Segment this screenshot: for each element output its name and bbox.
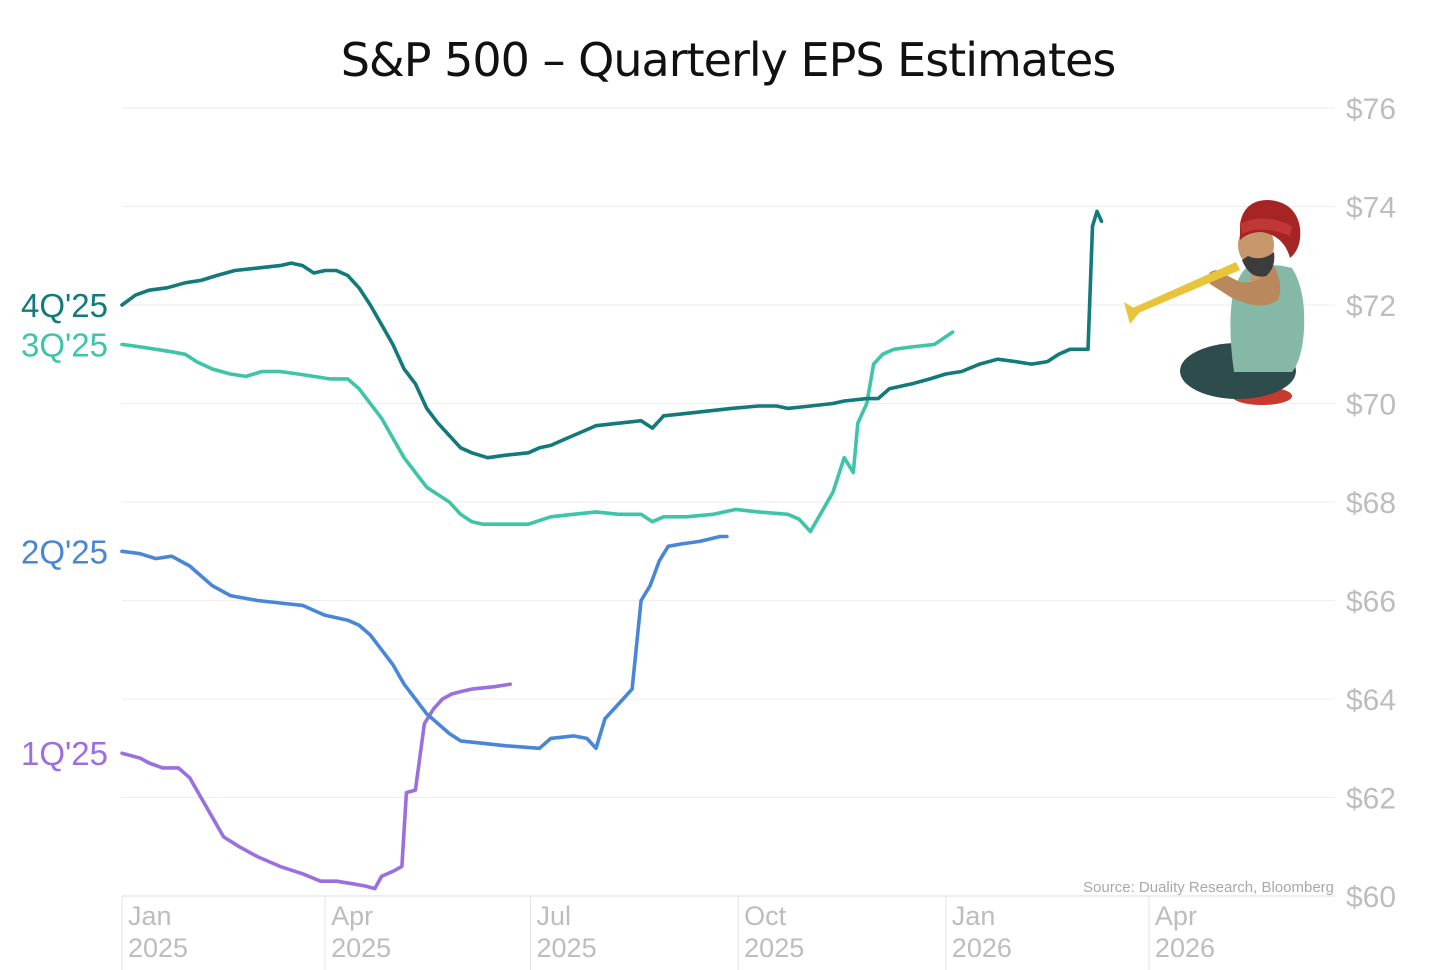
y-tick-label: $64 [1346, 684, 1396, 717]
gridlines [122, 107, 1335, 897]
y-tick-label: $70 [1346, 389, 1396, 422]
series-line-2 [120, 534, 729, 751]
x-axis: Jan2025Apr2025Jul2025Oct2025Jan2026Apr20… [121, 895, 1335, 970]
y-tick-label: $72 [1346, 290, 1396, 323]
x-tick-year: 2025 [537, 933, 597, 963]
flute-player-illustration [1124, 200, 1305, 405]
y-axis: $60 $62 $64 $66 $68 $70 $72 $74 $76 [1346, 93, 1396, 914]
series-line-4 [120, 209, 1104, 460]
x-tick-month: Apr [331, 901, 373, 931]
y-tick-label: $76 [1346, 93, 1396, 126]
x-tick-year: 2025 [331, 933, 391, 963]
x-tick-month: Apr [1155, 901, 1197, 931]
series-label-3: 3Q'25 [21, 326, 108, 363]
x-tick-month: Jul [537, 901, 572, 931]
series-label-2: 2Q'25 [21, 533, 108, 570]
x-tick-year: 2026 [1155, 933, 1215, 963]
x-tick-year: 2026 [952, 933, 1012, 963]
chart-title: S&P 500 – Quarterly EPS Estimates [341, 33, 1116, 87]
series-lines [120, 209, 1104, 891]
series-label-1: 1Q'25 [21, 735, 108, 772]
x-tick-year: 2025 [128, 933, 188, 963]
y-tick-label: $62 [1346, 783, 1396, 816]
y-tick-label: $60 [1346, 881, 1396, 914]
source-note: Source: Duality Research, Bloomberg [1083, 879, 1334, 896]
x-tick-month: Oct [744, 901, 787, 931]
y-tick-label: $74 [1346, 192, 1396, 225]
series-label-4: 4Q'25 [21, 287, 108, 324]
x-tick-month: Jan [128, 901, 172, 931]
x-tick-month: Jan [952, 901, 996, 931]
series-line-1 [120, 682, 513, 891]
y-tick-label: $66 [1346, 586, 1396, 619]
series-line-3 [120, 330, 955, 534]
y-tick-label: $68 [1346, 487, 1396, 520]
x-tick-year: 2025 [744, 933, 804, 963]
